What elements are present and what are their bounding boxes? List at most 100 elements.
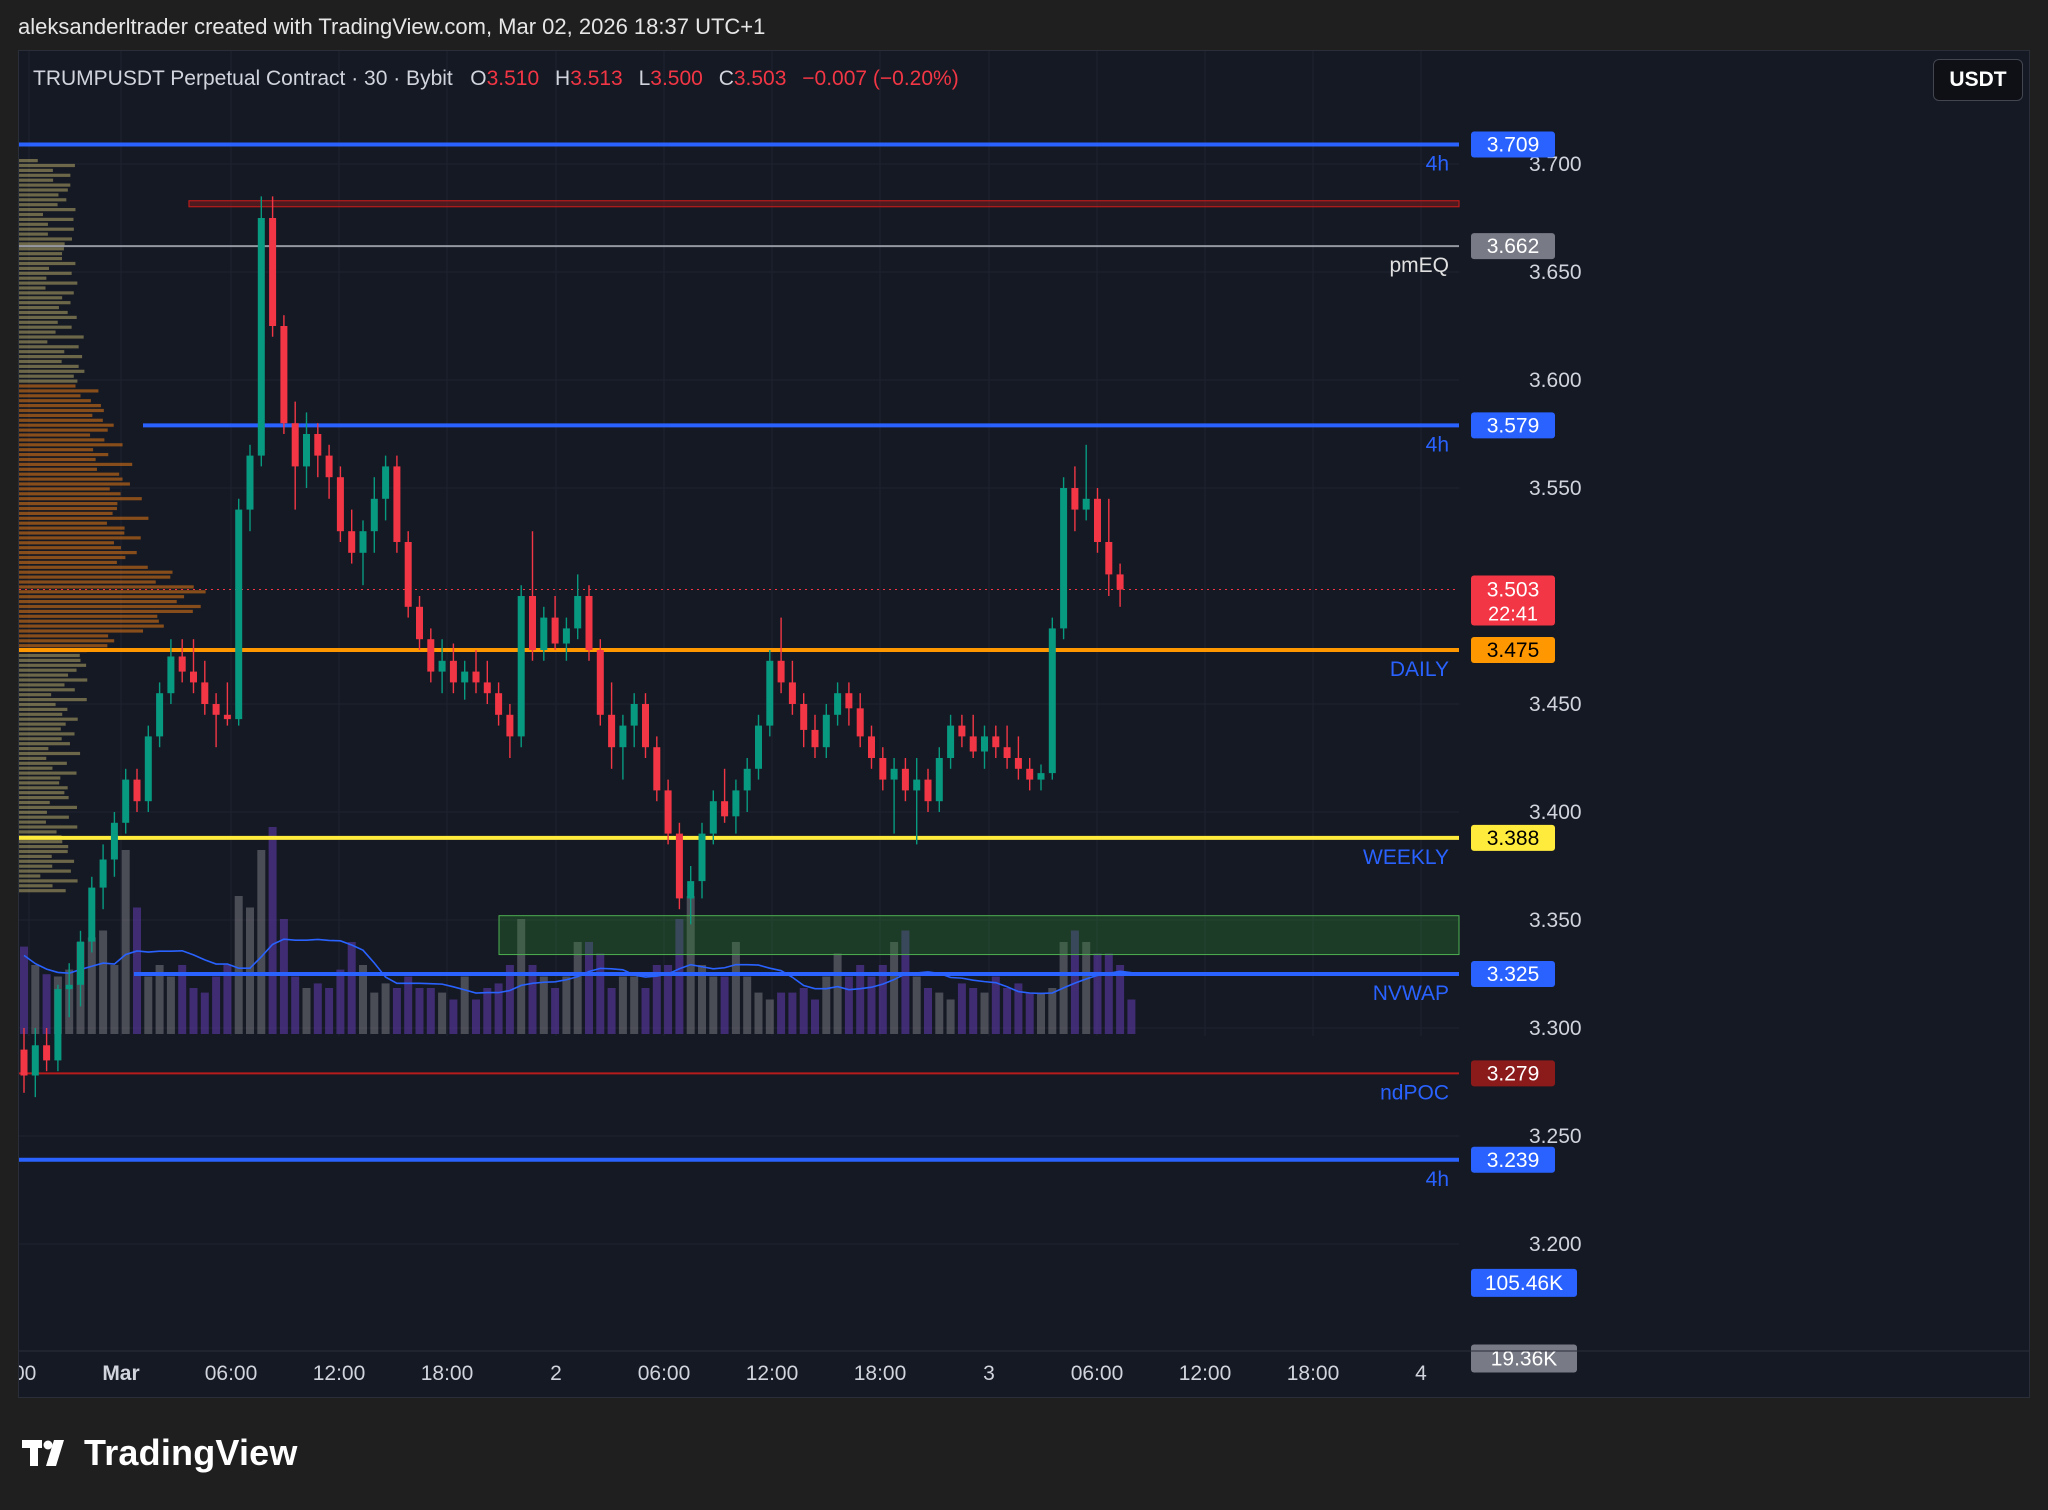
price-chart[interactable]: 4h pmEQ 4h DAILY WEEKLY NVWAP ndPOC 4h 3.700 3.65… [19, 51, 2030, 1398]
volume-bar-63 [731, 942, 740, 1034]
tradingview-logo[interactable]: TradingView [22, 1432, 298, 1474]
volume-profile-bar [19, 286, 46, 290]
volume-bar-45 [528, 965, 537, 1034]
candle-5 [77, 941, 84, 985]
volume-profile-bar [19, 222, 48, 226]
symbol-name[interactable]: TRUMPUSDT Perpetual Contract · 30 · Bybi… [33, 67, 453, 90]
volume-profile-bar [19, 506, 117, 511]
candle-64 [743, 768, 751, 791]
volume-profile-bar [19, 310, 68, 315]
y-tick-label: 3.550 [1529, 477, 1582, 500]
candle-28 [336, 477, 344, 532]
volume-profile-bar [19, 820, 46, 824]
volume-profile-bar [19, 717, 78, 721]
volume-bar-69 [799, 988, 808, 1034]
candle-46 [540, 617, 548, 650]
volume-profile-bar [19, 874, 41, 878]
volume-profile-bar [19, 350, 65, 354]
candle-53 [619, 725, 627, 748]
price-badge-3.579-text: 3.579 [1487, 414, 1540, 437]
volume-profile-bar [19, 492, 121, 496]
candle-38 [449, 660, 457, 683]
candle-71 [822, 714, 830, 748]
volume-bar-36 [426, 988, 435, 1034]
volume-bar-34 [404, 976, 413, 1034]
volume-bar-12 [155, 965, 164, 1034]
candle-75 [868, 736, 875, 758]
volume-bar-23 [279, 919, 288, 1034]
volume-profile-bar [19, 889, 66, 893]
volume-profile-bar [19, 849, 68, 854]
volume-profile-bar [19, 212, 43, 217]
volume-profile-bar [19, 629, 144, 633]
volume-profile-bar [19, 864, 53, 868]
candle-47 [551, 617, 559, 644]
volume-profile-bar [19, 433, 91, 437]
candle-33 [393, 466, 401, 542]
volume-bar-56 [652, 965, 661, 1034]
price-badge-3.239-text: 3.239 [1487, 1149, 1540, 1172]
volume-profile-bar [19, 663, 87, 667]
volume-bar-43 [505, 965, 514, 1034]
chart-panel[interactable]: 4h pmEQ 4h DAILY WEEKLY NVWAP ndPOC 4h 3.700 3.65… [18, 50, 2030, 1398]
candle-26 [314, 434, 322, 456]
candle-18 [223, 714, 231, 720]
candle-15 [190, 671, 197, 683]
volume-bar-16 [200, 992, 209, 1034]
volume-profile-bar [19, 183, 71, 187]
price-badge-3.475-text: 3.475 [1487, 639, 1540, 662]
volume-profile-bar [19, 345, 79, 349]
volume-profile-bar [19, 477, 123, 481]
candle-1 [31, 1045, 39, 1076]
volume-profile-bar [19, 330, 56, 334]
candle-93 [1071, 488, 1079, 510]
candle-51 [596, 650, 604, 715]
volume-bar-30 [359, 965, 367, 1034]
volume-bar-60 [698, 965, 706, 1034]
volume-profile-bar [19, 869, 71, 873]
volume-profile-bar [19, 644, 108, 648]
volume-profile-bar [19, 815, 69, 819]
volume-bar-52 [607, 988, 616, 1034]
volume-profile-bar [19, 595, 185, 599]
level-label-pmeq: pmEQ [1389, 254, 1449, 277]
volume-bar-80 [924, 988, 932, 1034]
volume-bar-54 [630, 976, 639, 1034]
volume-profile-bar [19, 580, 156, 584]
candle-67 [777, 660, 785, 683]
candle-7 [99, 859, 107, 888]
volume-profile-bar [19, 247, 64, 251]
candle-48 [562, 628, 570, 644]
candle-82 [947, 725, 955, 758]
volume-profile-bar [19, 590, 206, 594]
candle-20 [246, 455, 254, 510]
volume-bar-66 [765, 999, 774, 1034]
volume-bar-14 [178, 965, 187, 1034]
volume-profile-bar [19, 673, 69, 677]
high-value: 3.513 [570, 67, 623, 90]
level-label-ndpoc: ndPOC [1380, 1081, 1449, 1104]
currency-button[interactable]: USDT [1933, 59, 2023, 101]
volume-bar-0 [20, 946, 28, 1034]
volume-bar-31 [370, 992, 379, 1034]
volume-profile-bar [19, 301, 71, 305]
volume-profile-bar [19, 335, 84, 339]
volume-profile-bar [19, 237, 72, 241]
candle-34 [404, 542, 412, 607]
volume-bar-67 [777, 992, 786, 1034]
volume-profile-bar [19, 374, 74, 378]
volume-profile-bar [19, 261, 76, 266]
candle-42 [495, 693, 503, 715]
candle-80 [924, 779, 932, 802]
x-tick-label: 4 [1415, 1362, 1427, 1385]
high-label: H [555, 67, 571, 90]
volume-bar-51 [596, 953, 605, 1034]
volume-bar-89 [1025, 992, 1034, 1034]
volume-bar-1 [31, 965, 40, 1034]
volume-bar-58 [675, 919, 684, 1034]
candle-45 [529, 596, 536, 650]
candle-10 [133, 779, 141, 802]
candle-21 [257, 218, 265, 456]
candle-94 [1082, 498, 1090, 510]
volume-profile-bar [19, 634, 109, 638]
